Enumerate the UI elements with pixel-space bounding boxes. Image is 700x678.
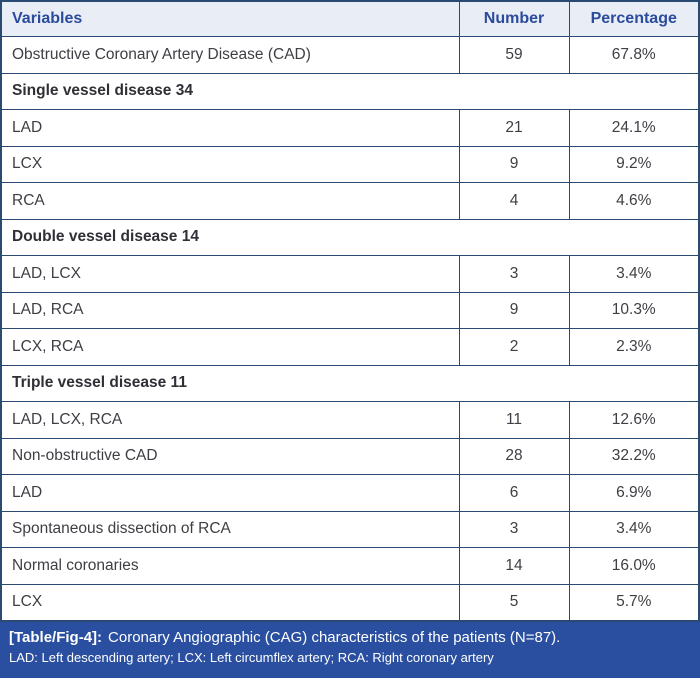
- caption-text: Coronary Angiographic (CAG) characterist…: [108, 629, 561, 646]
- row-percentage: 2.3%: [568, 328, 700, 366]
- row-percentage: 24.1%: [568, 109, 700, 147]
- table-row: LCX, RCA 2 2.3%: [0, 328, 700, 366]
- row-variable: LCX: [0, 145, 460, 184]
- row-variable: Obstructive Coronary Artery Disease (CAD…: [0, 36, 460, 74]
- row-percentage: 6.9%: [568, 474, 700, 512]
- table-row: LAD 6 6.9%: [0, 474, 700, 512]
- caption-abbreviations: LAD: Left descending artery; LCX: Left c…: [9, 650, 494, 666]
- cag-characteristics-table: Variables Number Percentage Obstructive …: [0, 0, 700, 622]
- column-header-number: Number: [458, 0, 570, 37]
- row-percentage: 3.4%: [568, 255, 700, 293]
- row-number: 14: [458, 547, 570, 585]
- row-number: 3: [458, 510, 570, 549]
- table-row: Non-obstructive CAD 28 32.2%: [0, 437, 700, 476]
- row-percentage: 32.2%: [568, 437, 700, 476]
- section-label: Double vessel disease 14: [0, 218, 700, 257]
- row-number: 59: [458, 36, 570, 74]
- table-row: LAD, LCX 3 3.4%: [0, 255, 700, 293]
- section-label: Triple vessel disease 11: [0, 364, 700, 403]
- row-variable: Non-obstructive CAD: [0, 437, 460, 476]
- row-variable: LAD: [0, 474, 460, 512]
- table-row: Normal coronaries 14 16.0%: [0, 547, 700, 585]
- row-percentage: 5.7%: [568, 583, 700, 622]
- row-percentage: 67.8%: [568, 36, 700, 74]
- section-row: Double vessel disease 14: [0, 218, 700, 257]
- row-percentage: 3.4%: [568, 510, 700, 549]
- row-number: 11: [458, 401, 570, 439]
- row-percentage: 9.2%: [568, 145, 700, 184]
- row-percentage: 4.6%: [568, 182, 700, 220]
- row-number: 5: [458, 583, 570, 622]
- row-variable: Normal coronaries: [0, 547, 460, 585]
- table-header-row: Variables Number Percentage: [0, 0, 700, 37]
- table-row: Obstructive Coronary Artery Disease (CAD…: [0, 36, 700, 74]
- table-row: LAD, LCX, RCA 11 12.6%: [0, 401, 700, 439]
- section-row: Single vessel disease 34: [0, 72, 700, 111]
- row-variable: RCA: [0, 182, 460, 220]
- row-number: 6: [458, 474, 570, 512]
- row-percentage: 10.3%: [568, 291, 700, 330]
- row-variable: LAD: [0, 109, 460, 147]
- row-variable: LCX: [0, 583, 460, 622]
- row-number: 28: [458, 437, 570, 476]
- table-row: Spontaneous dissection of RCA 3 3.4%: [0, 510, 700, 549]
- row-variable: LCX, RCA: [0, 328, 460, 366]
- row-percentage: 12.6%: [568, 401, 700, 439]
- row-number: 21: [458, 109, 570, 147]
- row-variable: LAD, LCX, RCA: [0, 401, 460, 439]
- section-row: Triple vessel disease 11: [0, 364, 700, 403]
- row-variable: LAD, RCA: [0, 291, 460, 330]
- caption-tag: [Table/Fig-4]:: [9, 629, 103, 646]
- row-number: 9: [458, 291, 570, 330]
- row-variable: LAD, LCX: [0, 255, 460, 293]
- table-row: LCX 5 5.7%: [0, 583, 700, 622]
- caption-title-line: [Table/Fig-4]: Coronary Angiographic (CAG…: [9, 628, 691, 648]
- table-row: LCX 9 9.2%: [0, 145, 700, 184]
- row-number: 9: [458, 145, 570, 184]
- row-variable: Spontaneous dissection of RCA: [0, 510, 460, 549]
- column-header-variables: Variables: [0, 0, 460, 37]
- column-header-percentage: Percentage: [568, 0, 700, 37]
- row-number: 4: [458, 182, 570, 220]
- row-percentage: 16.0%: [568, 547, 700, 585]
- section-label: Single vessel disease 34: [0, 72, 700, 111]
- table-row: LAD 21 24.1%: [0, 109, 700, 147]
- figure-caption: [Table/Fig-4]: Coronary Angiographic (CAG…: [0, 622, 700, 678]
- table-row: LAD, RCA 9 10.3%: [0, 291, 700, 330]
- row-number: 3: [458, 255, 570, 293]
- row-number: 2: [458, 328, 570, 366]
- table-row: RCA 4 4.6%: [0, 182, 700, 220]
